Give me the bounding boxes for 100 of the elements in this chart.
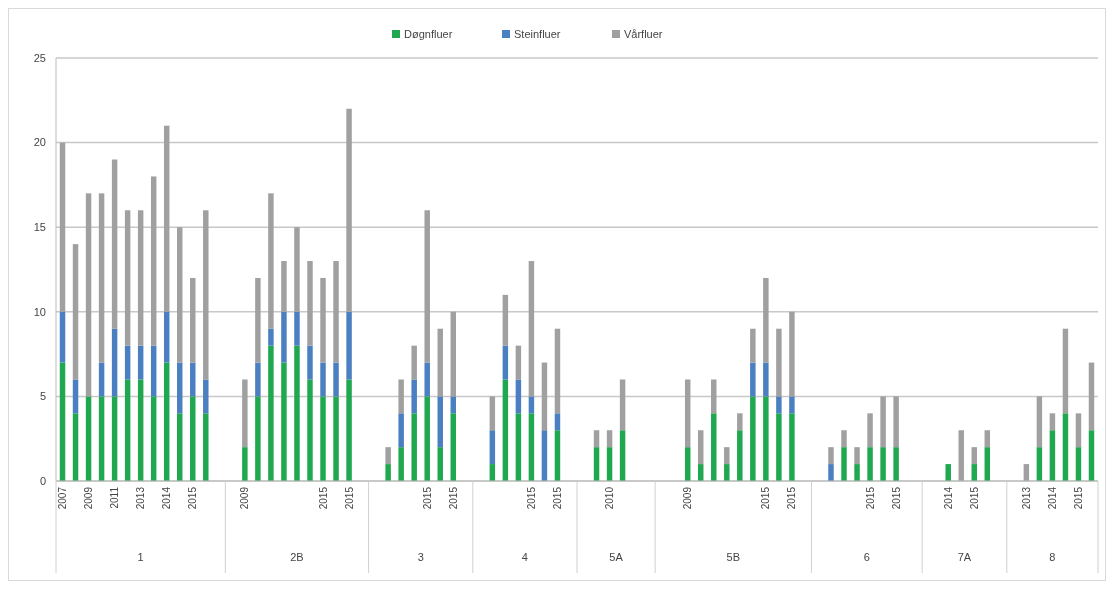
bar <box>346 379 352 481</box>
text: 5A <box>609 551 624 563</box>
bar <box>958 430 964 481</box>
bar <box>255 362 261 397</box>
y-tick-label: 25 <box>33 51 46 64</box>
bar <box>1062 413 1069 481</box>
bar <box>711 379 717 414</box>
bar <box>450 311 456 397</box>
bar <box>242 447 248 481</box>
legend-label: Døgnfluer <box>404 27 453 40</box>
bar <box>411 413 417 481</box>
bar <box>150 396 157 481</box>
x-tick-label: 2015 <box>317 486 329 510</box>
bar <box>450 396 456 414</box>
bar <box>281 362 287 481</box>
bar <box>320 362 326 397</box>
bar <box>281 261 287 312</box>
bar <box>163 362 170 481</box>
bar <box>281 311 287 363</box>
x-tick-label: 2015 <box>421 486 433 510</box>
x-tick-label: 2009 <box>83 486 95 510</box>
bar <box>880 447 886 481</box>
bar <box>124 379 131 481</box>
bar <box>346 311 352 380</box>
legend-label: Vårfluer <box>624 27 663 40</box>
bar <box>724 447 730 465</box>
bar <box>541 430 548 481</box>
bar <box>1049 413 1056 431</box>
bar <box>515 413 522 481</box>
bar <box>307 379 313 481</box>
bar <box>750 362 756 397</box>
bar <box>854 447 860 465</box>
x-tick-label: 2015 <box>1072 486 1084 510</box>
bar <box>137 379 144 481</box>
bar <box>528 413 535 481</box>
x-tick-label: 2015 <box>525 486 537 510</box>
bar <box>489 430 496 465</box>
bar <box>177 413 183 481</box>
bar <box>177 362 183 414</box>
bar <box>268 345 274 481</box>
bar <box>242 379 248 448</box>
bar <box>1036 396 1043 448</box>
x-tick-label: 2015 <box>864 486 876 510</box>
bar <box>59 311 66 363</box>
bar <box>554 430 561 481</box>
bar <box>945 464 951 481</box>
bar <box>385 464 391 481</box>
x-tick-label: 2015 <box>760 486 772 510</box>
y-tick-label: 5 <box>39 390 46 403</box>
bar <box>424 362 430 397</box>
bar <box>1088 362 1095 431</box>
bar <box>789 311 795 397</box>
bar <box>502 294 509 346</box>
text: 6 <box>863 551 870 563</box>
bar <box>437 396 443 448</box>
bar <box>854 464 860 481</box>
bar <box>867 413 873 448</box>
bar <box>619 430 626 481</box>
bar <box>880 396 886 448</box>
bar <box>150 176 157 346</box>
x-tick-label: 2014 <box>1046 486 1058 510</box>
bar <box>398 379 404 414</box>
bar <box>98 396 105 481</box>
legend-label: Steinfluer <box>514 27 561 40</box>
bar <box>763 277 769 363</box>
x-tick-label: 2015 <box>786 486 798 510</box>
x-tick-label: 2015 <box>343 486 355 510</box>
bar <box>737 413 743 431</box>
bar <box>190 277 196 363</box>
bar <box>750 396 756 481</box>
x-tick-label: 2010 <box>604 486 616 510</box>
bar <box>163 125 170 312</box>
bar <box>72 244 79 380</box>
bar <box>59 362 66 481</box>
bar <box>1049 430 1056 481</box>
x-tick-label: 2015 <box>447 486 459 510</box>
bar <box>541 362 548 431</box>
text: 4 <box>521 551 528 563</box>
bar <box>411 345 417 380</box>
bar <box>333 396 339 481</box>
bar <box>320 277 326 363</box>
bar <box>72 379 79 414</box>
bar <box>450 413 456 481</box>
bar <box>294 311 300 346</box>
bar <box>411 379 417 414</box>
bar <box>789 413 795 481</box>
text: 8 <box>1049 551 1056 563</box>
x-tick-label: 2009 <box>682 486 694 510</box>
bar <box>150 345 157 397</box>
x-tick-label: 2015 <box>187 486 199 510</box>
text: 1 <box>137 551 144 563</box>
bar <box>515 379 522 414</box>
bar <box>437 328 443 397</box>
bar <box>528 261 535 397</box>
bar <box>776 328 782 397</box>
bar <box>1088 430 1095 481</box>
bar <box>619 379 626 431</box>
bar <box>828 447 834 465</box>
bar <box>333 362 339 397</box>
bar <box>203 413 209 481</box>
